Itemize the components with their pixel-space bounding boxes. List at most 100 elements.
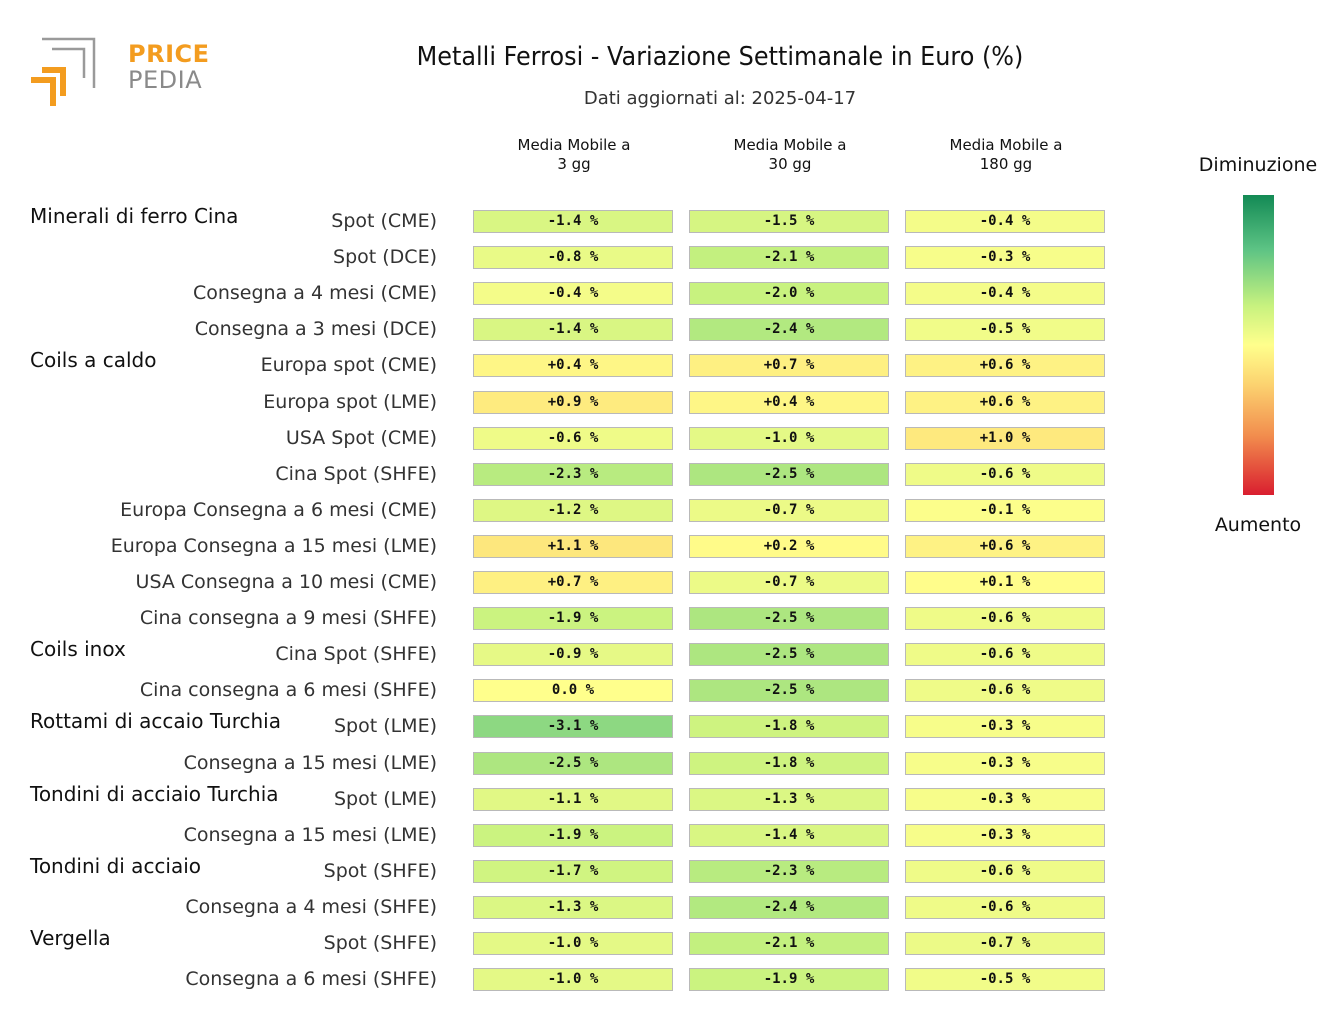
heatmap-cell: -2.1 % — [689, 932, 889, 955]
legend-top-label: Diminuzione — [1198, 154, 1318, 176]
group-label: Tondini di acciaio Turchia — [30, 781, 279, 806]
heatmap-cell: -2.3 % — [473, 462, 673, 486]
heatmap-cell: -0.6 % — [473, 426, 673, 450]
row-label: Cina consegna a 6 mesi (SHFE) — [139, 679, 437, 702]
heatmap-cell: -0.7 % — [689, 498, 889, 522]
group-label: Tondini di acciaio — [30, 853, 202, 878]
heatmap-cell: -0.6 % — [905, 643, 1105, 667]
column-header: Media Mobile a 30 gg — [689, 136, 891, 174]
heatmap-cell: -2.0 % — [689, 282, 889, 306]
group-label: Vergella — [30, 926, 111, 950]
heatmap-cell: -0.9 % — [473, 643, 673, 667]
heatmap-cell: -2.3 % — [689, 859, 889, 883]
row-label: Spot (DCE) — [333, 246, 437, 269]
heatmap-cell: -0.3 % — [905, 823, 1105, 847]
heatmap-cell: -1.9 % — [473, 823, 673, 847]
heatmap-cell: +0.4 % — [689, 390, 889, 414]
row-label: Spot (SHFE) — [323, 859, 437, 882]
heatmap-cell: -2.5 % — [689, 607, 889, 631]
heatmap-cell: -0.6 % — [905, 607, 1105, 631]
row-label: Europa Consegna a 6 mesi (CME) — [120, 498, 437, 521]
heatmap-cell: +0.2 % — [689, 534, 889, 558]
row-label: Europa spot (CME) — [260, 354, 437, 377]
logo-mark — [31, 37, 96, 106]
heatmap-cell: -0.3 % — [905, 787, 1105, 811]
row-label: Cina Spot (SHFE) — [275, 643, 437, 666]
group-label: Coils a caldo — [30, 348, 157, 373]
group-label: Rottami di accaio Turchia — [30, 709, 281, 734]
row-label: Consegna a 4 mesi (SHFE) — [185, 895, 437, 918]
column-header-line: 180 gg — [979, 155, 1033, 173]
chart-subtitle: Dati aggiornati al: 2025-04-17 — [583, 88, 857, 109]
heatmap-cell: -2.5 % — [689, 679, 889, 703]
heatmap-cell: -1.9 % — [473, 607, 673, 631]
heatmap-cell: -0.8 % — [473, 246, 673, 270]
row-label: Consegna a 3 mesi (DCE) — [194, 318, 437, 341]
heatmap-cell: -1.0 % — [473, 968, 673, 992]
group-label: Coils inox — [30, 637, 126, 662]
heatmap-cell: -0.5 % — [905, 968, 1105, 992]
row-label: Spot (LME) — [333, 715, 437, 738]
heatmap-cell: -1.3 % — [473, 895, 673, 919]
heatmap-cell: -0.3 % — [905, 715, 1105, 739]
heatmap-cell: -0.6 % — [905, 859, 1105, 883]
legend-color-bar — [1243, 195, 1274, 495]
logo-text-price: PRICE — [128, 40, 210, 68]
column-header-line: Media Mobile a — [517, 136, 631, 154]
heatmap-cell: -0.7 % — [689, 571, 889, 594]
heatmap-cell: -1.8 % — [689, 715, 889, 739]
column-header-line: Media Mobile a — [733, 136, 847, 154]
heatmap-cell: +0.9 % — [473, 390, 673, 414]
heatmap-cell: -0.7 % — [905, 932, 1105, 955]
heatmap-cell: -2.4 % — [689, 895, 889, 919]
column-header-line: 3 gg — [557, 155, 591, 173]
heatmap-cell: -1.2 % — [473, 498, 673, 522]
row-label: Consegna a 4 mesi (CME) — [192, 282, 437, 305]
heatmap-cell: -0.6 % — [905, 679, 1105, 703]
heatmap-cell: -1.0 % — [689, 426, 889, 450]
heatmap-cell: -1.4 % — [473, 318, 673, 342]
heatmap-cell: +0.6 % — [905, 534, 1105, 558]
heatmap-cell: 0.0 % — [473, 679, 673, 703]
heatmap-cell: +1.0 % — [905, 426, 1105, 450]
heatmap-cell: -1.4 % — [689, 823, 889, 847]
row-label: Cina Spot (SHFE) — [275, 462, 437, 485]
heatmap-cell: -1.3 % — [689, 787, 889, 811]
heatmap-cell: -1.0 % — [473, 932, 673, 955]
heatmap-cell: -2.5 % — [689, 643, 889, 667]
heatmap-cell: +0.7 % — [689, 354, 889, 378]
heatmap-cell: -0.3 % — [905, 246, 1105, 270]
group-label: Minerali di ferro Cina — [30, 204, 239, 228]
heatmap-cell: +1.1 % — [473, 534, 673, 558]
heatmap-cell: -1.8 % — [689, 751, 889, 775]
heatmap-cell: -2.5 % — [689, 462, 889, 486]
legend-bottom-label: Aumento — [1214, 514, 1302, 536]
heatmap-cell: -1.9 % — [689, 968, 889, 992]
heatmap-cell: -1.5 % — [689, 210, 889, 233]
heatmap-cell: -0.3 % — [905, 751, 1105, 775]
column-header-line: Media Mobile a — [949, 136, 1063, 154]
heatmap-cell: -0.4 % — [905, 210, 1105, 233]
column-header: Media Mobile a 180 gg — [905, 136, 1107, 174]
heatmap-cell: -1.4 % — [473, 210, 673, 233]
heatmap-cell: -1.7 % — [473, 859, 673, 883]
row-label: Cina consegna a 9 mesi (SHFE) — [139, 607, 437, 630]
logo-text-pedia: PEDIA — [128, 66, 203, 94]
heatmap-cell: -2.4 % — [689, 318, 889, 342]
row-label: Europa Consegna a 15 mesi (LME) — [110, 534, 437, 557]
heatmap-cell: -3.1 % — [473, 715, 673, 739]
heatmap-cell: -0.6 % — [905, 895, 1105, 919]
heatmap-cell: -0.4 % — [473, 282, 673, 306]
heatmap-cell: -1.1 % — [473, 787, 673, 811]
row-label: Consegna a 6 mesi (SHFE) — [185, 968, 437, 991]
heatmap-cell: +0.7 % — [473, 571, 673, 594]
row-label: Spot (LME) — [333, 787, 437, 810]
row-label: USA Spot (CME) — [285, 426, 437, 449]
heatmap-cell: +0.6 % — [905, 390, 1105, 414]
heatmap-cell: +0.4 % — [473, 354, 673, 378]
row-label: Consegna a 15 mesi (LME) — [183, 751, 437, 774]
row-label: Spot (SHFE) — [323, 932, 437, 954]
column-header-line: 30 gg — [768, 155, 812, 173]
heatmap-cell: +0.1 % — [905, 571, 1105, 594]
